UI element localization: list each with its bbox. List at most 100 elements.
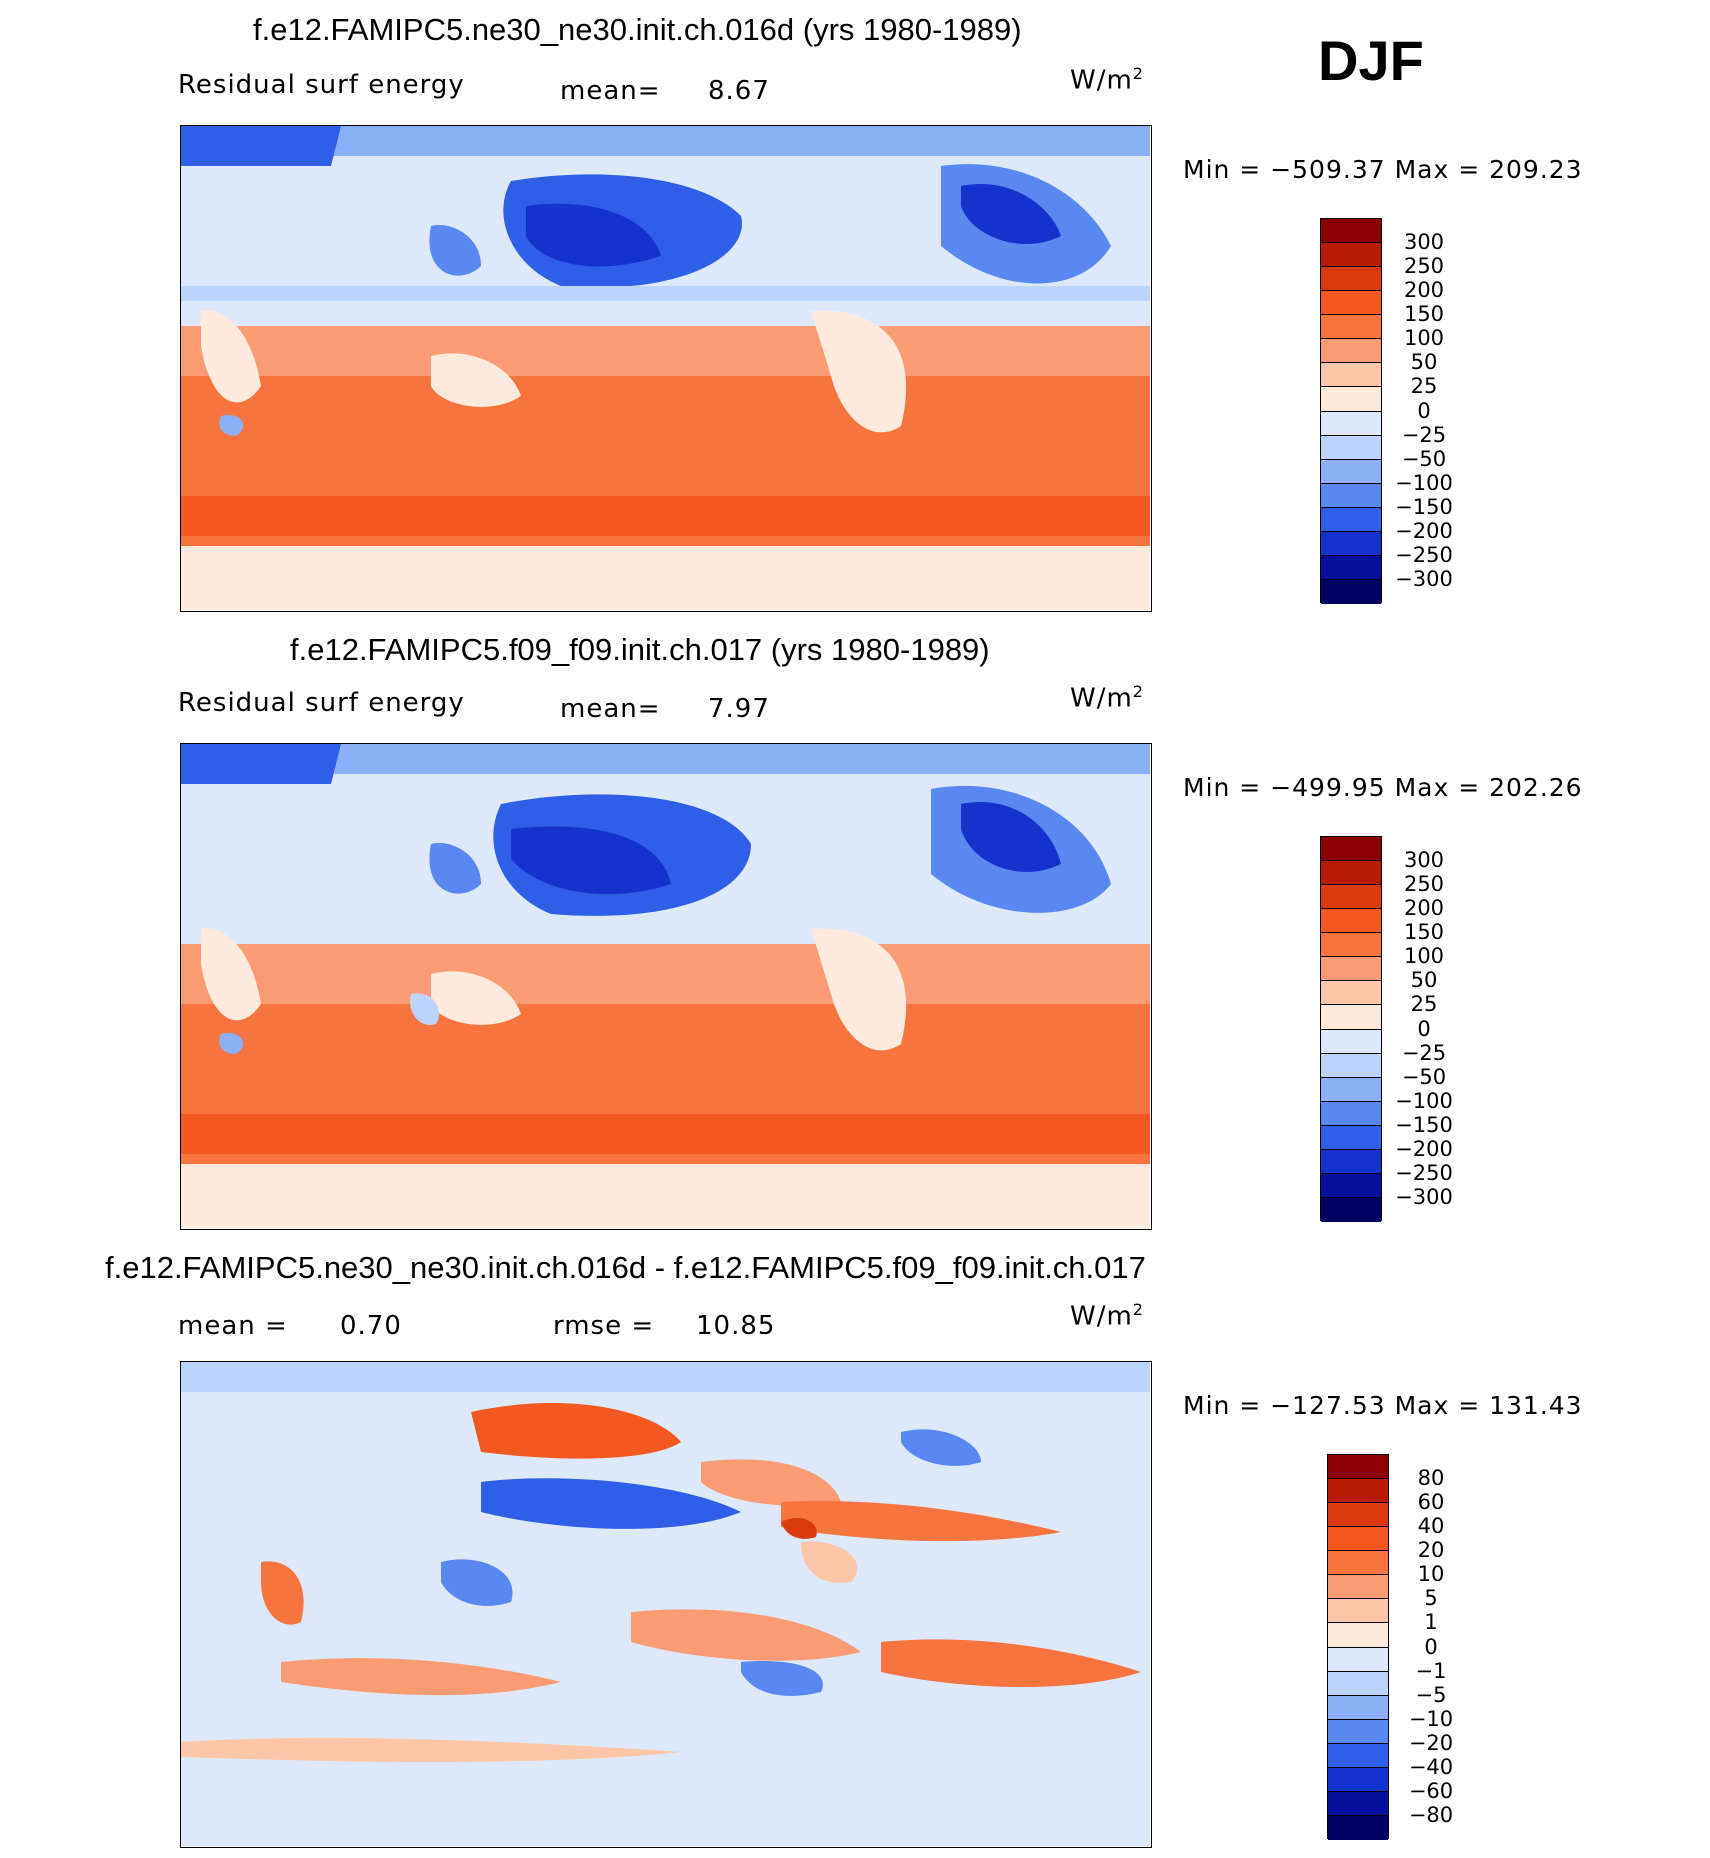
- panel-2-mean-value: 7.97: [708, 694, 770, 724]
- panel-2-mean-label: mean=: [560, 694, 661, 724]
- colorbar-tick-label: −150: [1395, 494, 1453, 519]
- colorbar-tick-label: 60: [1417, 1490, 1445, 1515]
- panel-3-mean-value: 0.70: [340, 1311, 402, 1341]
- colorbar-segment: [1321, 933, 1381, 958]
- colorbar-segment: [1321, 291, 1381, 316]
- panel-1-minmax: Min = −509.37 Max = 209.23: [1183, 155, 1583, 184]
- colorbar-tick-label: −250: [1395, 1160, 1453, 1185]
- colorbar-tick-label: 25: [1410, 374, 1438, 399]
- colorbar-tick-label: −60: [1408, 1778, 1454, 1803]
- season-label: DJF: [1318, 29, 1424, 92]
- panel-2-title: f.e12.FAMIPC5.f09_f09.init.ch.017 (yrs 1…: [290, 632, 990, 667]
- colorbar-tick-label: 0: [1417, 1016, 1431, 1041]
- colorbar-segment: [1321, 243, 1381, 268]
- colorbar-segment: [1328, 1527, 1388, 1552]
- colorbar-segment: [1321, 1005, 1381, 1030]
- colorbar-tick-label: 5: [1424, 1586, 1438, 1611]
- colorbar-segment: [1321, 459, 1381, 484]
- colorbar-tick-label: 0: [1424, 1634, 1438, 1659]
- colorbar-tick-label: 200: [1403, 896, 1445, 921]
- colorbar-segment: [1321, 837, 1381, 862]
- colorbar-tick-label: 150: [1403, 920, 1445, 945]
- colorbar-tick-label: 50: [1410, 968, 1438, 993]
- colorbar-tick-label: −25: [1401, 1040, 1447, 1065]
- colorbar-tick-label: −300: [1395, 1184, 1453, 1209]
- colorbar-tick-label: −20: [1408, 1730, 1454, 1755]
- colorbar-segment: [1321, 267, 1381, 292]
- colorbar-segment: [1328, 1599, 1388, 1624]
- panel-3-minmax: Min = −127.53 Max = 131.43: [1183, 1391, 1583, 1420]
- colorbar-tick-label: −100: [1395, 470, 1453, 495]
- colorbar-segment: [1328, 1551, 1388, 1576]
- panel-2-map-svg: [181, 744, 1150, 1228]
- colorbar-tick-label: 250: [1403, 254, 1445, 279]
- colorbar-tick-label: −200: [1395, 518, 1453, 543]
- colorbar-segment: [1321, 1077, 1381, 1102]
- colorbar-segment: [1321, 1173, 1381, 1198]
- colorbar-segment: [1328, 1719, 1388, 1744]
- colorbar-segment: [1321, 957, 1381, 982]
- colorbar-segment: [1321, 885, 1381, 910]
- colorbar-segment: [1321, 315, 1381, 340]
- colorbar-segment: [1328, 1791, 1388, 1816]
- colorbar-tick-label: 50: [1410, 350, 1438, 375]
- colorbar-tick-label: −50: [1401, 446, 1447, 471]
- panel-3-map-svg: [181, 1362, 1150, 1846]
- colorbar-tick-label: −10: [1408, 1706, 1454, 1731]
- colorbar-segment: [1321, 1197, 1381, 1222]
- colorbar-segment: [1321, 1101, 1381, 1126]
- panel-2-minmax: Min = −499.95 Max = 202.26: [1183, 773, 1583, 802]
- colorbar-tick-label: −100: [1395, 1088, 1453, 1113]
- colorbar-segment: [1328, 1671, 1388, 1696]
- colorbar-segment: [1328, 1455, 1388, 1480]
- colorbar-segment: [1328, 1503, 1388, 1528]
- colorbar-segment: [1321, 531, 1381, 556]
- colorbar-tick-label: −200: [1395, 1136, 1453, 1161]
- colorbar-segment: [1328, 1479, 1388, 1504]
- colorbar-tick-label: −25: [1401, 422, 1447, 447]
- panel-3-title: f.e12.FAMIPC5.ne30_ne30.init.ch.016d - f…: [105, 1250, 1146, 1285]
- colorbar-tick-label: 40: [1417, 1514, 1445, 1539]
- colorbar-segment: [1321, 981, 1381, 1006]
- panel-1-colorbar-box: [1320, 218, 1382, 604]
- panel-1-units: W/m2: [1070, 64, 1144, 96]
- colorbar-tick-label: −300: [1395, 566, 1453, 591]
- colorbar-segment: [1321, 555, 1381, 580]
- colorbar-segment: [1328, 1575, 1388, 1600]
- colorbar-segment: [1328, 1695, 1388, 1720]
- colorbar-tick-label: −40: [1408, 1754, 1454, 1779]
- colorbar-tick-label: 0: [1417, 398, 1431, 423]
- colorbar-segment: [1328, 1623, 1388, 1648]
- colorbar-segment: [1321, 861, 1381, 886]
- colorbar-segment: [1321, 579, 1381, 604]
- colorbar-tick-label: 20: [1417, 1538, 1445, 1563]
- panel-2-map: [180, 743, 1152, 1230]
- colorbar-segment: [1328, 1647, 1388, 1672]
- panel-3-units: W/m2: [1070, 1300, 1144, 1332]
- colorbar-segment: [1321, 1149, 1381, 1174]
- panel-2-units: W/m2: [1070, 682, 1144, 714]
- colorbar-segment: [1321, 219, 1381, 244]
- colorbar-segment: [1321, 387, 1381, 412]
- colorbar-segment: [1321, 339, 1381, 364]
- colorbar-tick-label: 100: [1403, 326, 1445, 351]
- panel-3-mean-label: mean =: [178, 1311, 288, 1341]
- colorbar-tick-label: 10: [1417, 1562, 1445, 1587]
- colorbar-segment: [1328, 1815, 1388, 1840]
- colorbar-tick-label: −1: [1415, 1658, 1447, 1683]
- colorbar-segment: [1321, 1053, 1381, 1078]
- colorbar-tick-label: 150: [1403, 302, 1445, 327]
- colorbar-segment: [1321, 1029, 1381, 1054]
- panel-1-map: [180, 125, 1152, 612]
- colorbar-segment: [1328, 1767, 1388, 1792]
- panel-3-rmse-value: 10.85: [696, 1311, 776, 1341]
- colorbar-tick-label: 80: [1417, 1466, 1445, 1491]
- colorbar-tick-label: −5: [1415, 1682, 1447, 1707]
- colorbar-tick-label: 25: [1410, 992, 1438, 1017]
- panel-1-title: f.e12.FAMIPC5.ne30_ne30.init.ch.016d (yr…: [253, 12, 1022, 47]
- colorbar-segment: [1321, 1125, 1381, 1150]
- panel-1-map-svg: [181, 126, 1150, 610]
- colorbar-segment: [1321, 507, 1381, 532]
- panel-3-rmse-label: rmse =: [553, 1311, 655, 1341]
- panel-3-colorbar-box: [1327, 1454, 1389, 1840]
